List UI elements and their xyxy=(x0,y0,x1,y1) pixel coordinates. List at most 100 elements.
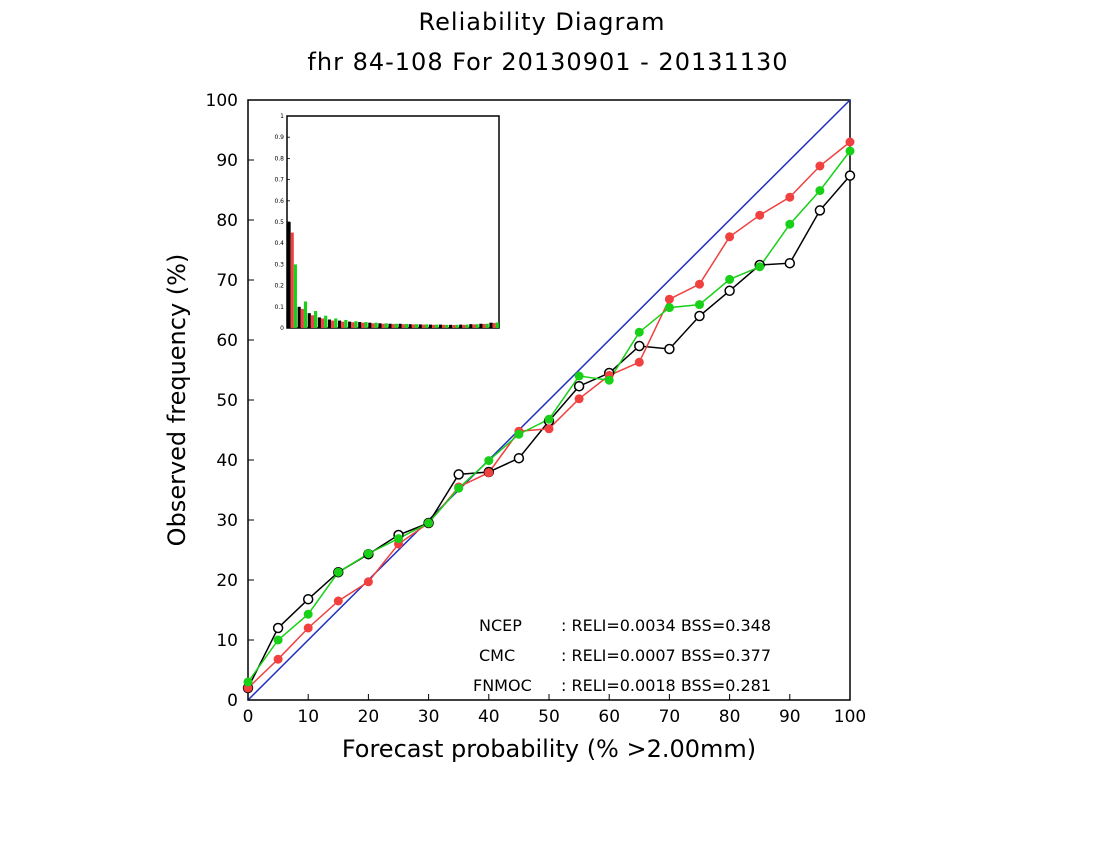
inset-bar-fnmoc xyxy=(364,322,368,328)
inset-bar-ncep xyxy=(327,319,332,328)
inset-bar-ncep xyxy=(469,324,473,328)
inset-tick-label: 0.4 xyxy=(274,240,284,247)
y-tick-label: 10 xyxy=(216,631,238,651)
inset-bar-cmc xyxy=(320,318,325,328)
inset-bar-cmc xyxy=(442,324,446,328)
inset-bar-fnmoc xyxy=(354,321,358,328)
inset-bar-ncep xyxy=(348,321,352,328)
inset-bar-ncep xyxy=(449,324,453,328)
data-point-fnmoc xyxy=(664,303,674,313)
inset-tick-label: 0.6 xyxy=(274,198,284,205)
series-points xyxy=(242,137,856,694)
inset-tick-label: 0.3 xyxy=(274,261,284,268)
inset-bar-ncep xyxy=(378,323,382,328)
inset-bar-fnmoc xyxy=(445,324,449,328)
perfect-reliability-diagonal xyxy=(247,99,851,701)
inset-tick-label: 1 xyxy=(280,113,284,120)
legend: NCEP : RELI=0.0034 BSS=0.348 CMC : RELI=… xyxy=(473,616,771,695)
inset-bar-fnmoc xyxy=(435,324,439,328)
data-point-cmc xyxy=(785,192,795,202)
data-point-fnmoc xyxy=(695,300,704,310)
data-point-cmc xyxy=(845,137,855,147)
inset-bar-cmc xyxy=(290,232,294,328)
data-point-cmc xyxy=(695,279,704,289)
data-point-cmc xyxy=(664,294,674,304)
inset-bar-ncep xyxy=(398,323,402,328)
inset-bar-cmc xyxy=(462,324,466,328)
y-tick-label: 20 xyxy=(216,571,238,591)
x-tick-label: 90 xyxy=(779,707,801,727)
inset-bar-fnmoc xyxy=(465,324,469,328)
x-tick-label: 50 xyxy=(538,707,560,727)
data-point-cmc xyxy=(574,394,584,404)
legend-stats-cmc: : RELI=0.0007 BSS=0.377 xyxy=(561,646,771,665)
data-point-ncep xyxy=(814,205,826,216)
inset-tick-label: 0 xyxy=(280,325,284,332)
inset-bar-ncep xyxy=(479,323,483,328)
inset-bar-cmc xyxy=(341,321,345,328)
inset-bar-cmc xyxy=(351,322,355,328)
data-point-cmc xyxy=(273,654,283,664)
inset-bar-cmc xyxy=(421,324,426,328)
x-tick-label: 20 xyxy=(358,707,380,727)
data-point-fnmoc xyxy=(544,414,554,424)
inset-tick-label: 0.1 xyxy=(274,304,284,311)
y-tick-label: 40 xyxy=(216,451,238,471)
inset-bar-cmc xyxy=(492,322,496,328)
y-tick-label: 100 xyxy=(206,91,238,111)
data-point-cmc xyxy=(634,357,644,367)
inset-bar-cmc xyxy=(391,323,395,328)
data-point-fnmoc xyxy=(394,534,403,544)
legend-stats-ncep: : RELI=0.0034 BSS=0.348 xyxy=(561,616,771,635)
y-tick-label: 80 xyxy=(216,211,238,231)
data-point-fnmoc xyxy=(424,518,434,528)
x-tick-label: 70 xyxy=(659,707,681,727)
data-point-fnmoc xyxy=(574,371,584,381)
data-point-fnmoc xyxy=(454,483,464,493)
inset-bar-fnmoc xyxy=(475,324,479,328)
y-axis-ticks: 0 10 20 30 40 50 60 70 80 90 100 xyxy=(206,91,254,711)
inset-bar-fnmoc xyxy=(303,301,308,328)
inset-bar-ncep xyxy=(337,320,342,328)
data-point-fnmoc xyxy=(785,219,795,229)
inset-bar-fnmoc xyxy=(485,323,489,328)
data-point-fnmoc xyxy=(845,146,855,156)
data-point-ncep xyxy=(784,257,796,269)
y-tick-label: 70 xyxy=(216,271,238,291)
data-point-fnmoc xyxy=(243,677,253,687)
x-tick-label: 0 xyxy=(243,707,254,727)
inset-bar-ncep xyxy=(438,324,443,328)
data-point-ncep xyxy=(302,593,314,605)
inset-bar-ncep xyxy=(408,324,412,328)
legend-name-ncep: NCEP xyxy=(479,616,522,635)
data-point-cmc xyxy=(363,577,373,587)
inset-bar-cmc xyxy=(381,323,385,328)
data-point-fnmoc xyxy=(815,186,825,196)
inset-bar-ncep xyxy=(287,222,291,328)
inset-bar-cmc xyxy=(361,322,365,328)
data-point-ncep xyxy=(634,340,645,352)
inset-bar-cmc xyxy=(331,320,335,328)
x-tick-label: 10 xyxy=(297,707,319,727)
data-point-fnmoc xyxy=(484,456,494,466)
inset-bar-fnmoc xyxy=(455,324,459,328)
data-point-ncep xyxy=(453,469,464,480)
inset-bar-ncep xyxy=(428,324,432,328)
sharpness-inset-histogram: 0 0.1 0.2 0.3 0.4 0.5 0.6 0.7 0.8 0.9 1 xyxy=(274,113,500,332)
data-point-ncep xyxy=(844,170,856,181)
inset-bar-cmc xyxy=(300,308,304,328)
inset-bar-ncep xyxy=(418,324,422,328)
inset-bar-ncep xyxy=(368,322,372,328)
data-point-ncep xyxy=(272,622,284,634)
data-point-fnmoc xyxy=(333,567,343,577)
data-point-fnmoc xyxy=(514,429,524,439)
data-point-ncep xyxy=(664,343,675,355)
data-point-cmc xyxy=(815,161,825,171)
inset-bar-cmc xyxy=(452,325,456,328)
inset-bar-fnmoc xyxy=(404,323,409,328)
inset-bar-ncep xyxy=(307,313,311,328)
inset-bar-fnmoc xyxy=(334,318,338,328)
chart-subtitle: fhr 84-108 For 20130901 - 20131130 xyxy=(307,48,788,76)
x-axis-label: Forecast probability (% >2.00mm) xyxy=(342,735,756,763)
